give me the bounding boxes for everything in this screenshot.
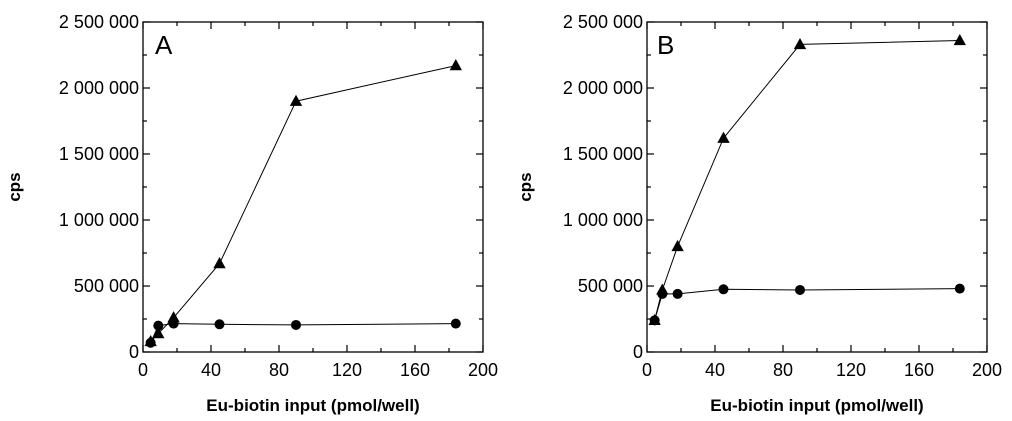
x-tick-label: 120 (332, 360, 362, 380)
triangle-marker (671, 239, 684, 252)
circle-marker (450, 318, 461, 329)
series-line-triangle (150, 65, 456, 342)
series-line-circle (654, 288, 960, 321)
x-tick-label: 0 (138, 360, 148, 380)
x-tick-label: 80 (269, 360, 289, 380)
y-tick-label: 1 500 000 (59, 144, 139, 164)
x-tick-label: 160 (400, 360, 430, 380)
circle-marker (153, 320, 164, 331)
x-tick-label: 200 (468, 360, 498, 380)
circle-marker (291, 319, 301, 330)
circle-marker (145, 337, 156, 348)
chart-panel-a: 0 40 80 120 160 200 0 500 000 1 000 000 1 500 000… (5, 12, 498, 415)
y-tick-label: 500 000 (578, 276, 643, 296)
x-tick-label: 80 (773, 360, 793, 380)
x-axis-title: Eu-biotin input (pmol/well) (206, 396, 419, 415)
y-tick-label: 1 500 000 (563, 144, 643, 164)
x-axis-title: Eu-biotin input (pmol/well) (710, 396, 923, 415)
series-line-triangle (654, 40, 960, 321)
y-tick-label: 0 (633, 342, 643, 362)
triangle-marker (953, 33, 966, 46)
circle-marker (718, 284, 729, 295)
circle-marker (672, 288, 683, 299)
circle-marker (168, 318, 179, 329)
y-axis-title: cps (5, 172, 24, 201)
triangle-marker (717, 131, 730, 143)
circle-marker (954, 283, 965, 294)
x-tick-label: 200 (972, 360, 1002, 380)
chart-panel-b: 0 40 80 120 160 200 0 500 000 1 000 000 1 500 000… (516, 12, 1002, 415)
x-tick-label: 40 (201, 360, 221, 380)
y-tick-label: 2 500 000 (563, 12, 643, 32)
triangle-marker (449, 59, 462, 71)
y-tick-label: 1 000 000 (59, 210, 139, 230)
circle-marker (649, 315, 660, 326)
y-tick-label: 2 500 000 (59, 12, 139, 32)
x-tick-label: 120 (836, 360, 866, 380)
triangle-marker (793, 37, 807, 50)
triangle-marker (289, 94, 303, 106)
y-tick-label: 1 000 000 (563, 210, 643, 230)
y-tick-label: 0 (129, 342, 139, 362)
y-tick-label: 500 000 (74, 276, 139, 296)
x-tick-label: 160 (904, 360, 934, 380)
y-tick-label: 2 000 000 (563, 78, 643, 98)
circle-marker (214, 319, 225, 330)
circle-marker (795, 284, 805, 295)
panel-letter: A (155, 30, 173, 60)
panel-letter: B (657, 30, 674, 60)
x-tick-label: 0 (642, 360, 652, 380)
plot-frame (646, 21, 988, 353)
triangle-marker (152, 327, 165, 339)
triangle-marker (213, 257, 226, 269)
plot-frame (142, 21, 484, 353)
series-line-circle (150, 323, 456, 344)
circle-marker (657, 288, 668, 299)
y-tick-label: 2 000 000 (59, 78, 139, 98)
triangle-marker (167, 311, 180, 323)
x-tick-label: 40 (705, 360, 725, 380)
y-axis-title: cps (516, 172, 535, 201)
